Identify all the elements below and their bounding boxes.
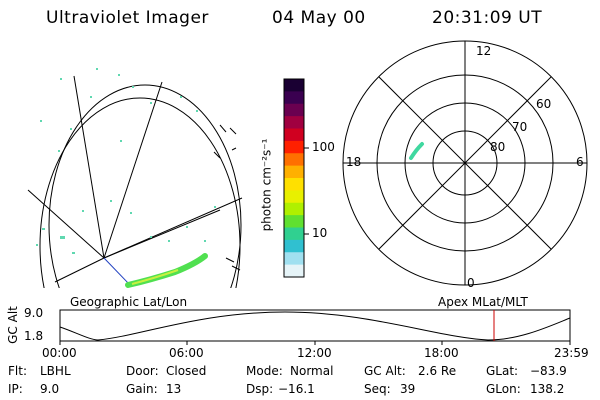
colorbar-band xyxy=(284,190,304,204)
mode-label: Mode: xyxy=(246,364,283,378)
mlt-label-12: 12 xyxy=(476,44,492,58)
colorbar-band xyxy=(284,165,304,179)
x-tick-0000: 00:00 xyxy=(42,346,77,360)
seq-value: 39 xyxy=(400,382,416,396)
aurora-emission xyxy=(125,253,208,288)
ip-label: IP: xyxy=(8,382,23,396)
edge-ticks xyxy=(213,124,241,271)
colorbar-band xyxy=(284,215,304,229)
observation-time: 20:31:09 UT xyxy=(432,8,543,28)
geographic-image-panel xyxy=(27,68,243,288)
colorbar-band xyxy=(284,202,304,216)
scattered-counts xyxy=(36,68,216,254)
colorbar-label-10: 10 xyxy=(312,226,328,240)
colorbar xyxy=(284,79,304,278)
colorbar-band xyxy=(284,79,304,92)
aurora-emission-core xyxy=(131,269,179,285)
flt-label: Flt: xyxy=(8,364,27,378)
terminator-line xyxy=(103,257,131,286)
earth-limb-inner xyxy=(48,84,242,288)
flt-value: LBHL xyxy=(40,364,71,378)
seq-label: Seq: xyxy=(364,382,391,396)
colorbar-band xyxy=(284,252,304,266)
x-tick-0600: 06:00 xyxy=(169,346,204,360)
colorbar-band xyxy=(284,91,304,105)
altitude-curve xyxy=(59,311,571,341)
door-label: Door: xyxy=(126,364,159,378)
y-tick-1-8: 1.8 xyxy=(24,329,44,343)
x-tick-2359: 23:59 xyxy=(554,346,589,360)
polar-aurora-emission xyxy=(409,142,424,160)
apex-label: Apex MLat/MLT xyxy=(438,295,528,309)
glon-label: GLon: xyxy=(486,382,521,396)
gc-alt-label: GC Alt: xyxy=(364,364,406,378)
colorbar-band xyxy=(284,128,304,142)
ip-value: 9.0 xyxy=(40,382,60,396)
polar-mlt-plot xyxy=(342,40,588,286)
meridian-line xyxy=(27,189,105,259)
x-tick-1800: 18:00 xyxy=(424,346,459,360)
mlt-label-18: 18 xyxy=(346,155,362,169)
mlt-label-6: 6 xyxy=(576,155,584,169)
colorbar-band xyxy=(284,103,304,117)
dsp-label: Dsp: xyxy=(246,382,274,396)
lat-label-80: 80 xyxy=(490,140,506,154)
colorbar-band xyxy=(284,116,304,130)
lat-label-60: 60 xyxy=(536,97,552,111)
glon-value: 138.2 xyxy=(530,382,565,396)
colorbar-label-100: 100 xyxy=(312,140,335,154)
glat-value: −83.9 xyxy=(530,364,567,378)
dsp-value: −16.1 xyxy=(278,382,315,396)
colorbar-band xyxy=(284,227,304,241)
instrument-title: Ultraviolet Imager xyxy=(46,8,209,28)
gain-label: Gain: xyxy=(126,382,158,396)
gain-value: 13 xyxy=(166,382,182,396)
colorbar-band xyxy=(284,264,304,278)
meridian-line xyxy=(103,81,163,259)
colorbar-band xyxy=(284,239,304,253)
door-value: Closed xyxy=(166,364,207,378)
colorbar-band xyxy=(284,140,304,154)
meridian-line xyxy=(54,257,105,283)
mode-value: Normal xyxy=(290,364,334,378)
y-tick-9: 9.0 xyxy=(24,306,44,320)
colorbar-frame xyxy=(283,78,305,278)
meridian-line xyxy=(103,209,221,259)
geographic-label: Geographic Lat/Lon xyxy=(70,295,188,309)
x-tick-1200: 12:00 xyxy=(297,346,332,360)
observation-date: 04 May 00 xyxy=(272,8,366,28)
lat-label-70: 70 xyxy=(512,120,528,134)
altitude-timeline xyxy=(59,309,571,345)
colorbar-band xyxy=(284,178,304,191)
mlt-label-0: 0 xyxy=(467,276,475,290)
gc-alt-value: 2.6 Re xyxy=(418,364,457,378)
mlt-diagonal xyxy=(378,76,552,250)
gc-alt-axis-title: GC Alt xyxy=(5,306,20,344)
timeline-ticks xyxy=(59,341,571,345)
colorbar-unit-label: photon cm⁻²s⁻¹ xyxy=(259,138,274,232)
meridian-line xyxy=(73,75,105,259)
glat-label: GLat: xyxy=(486,364,519,378)
colorbar-band xyxy=(284,153,304,167)
